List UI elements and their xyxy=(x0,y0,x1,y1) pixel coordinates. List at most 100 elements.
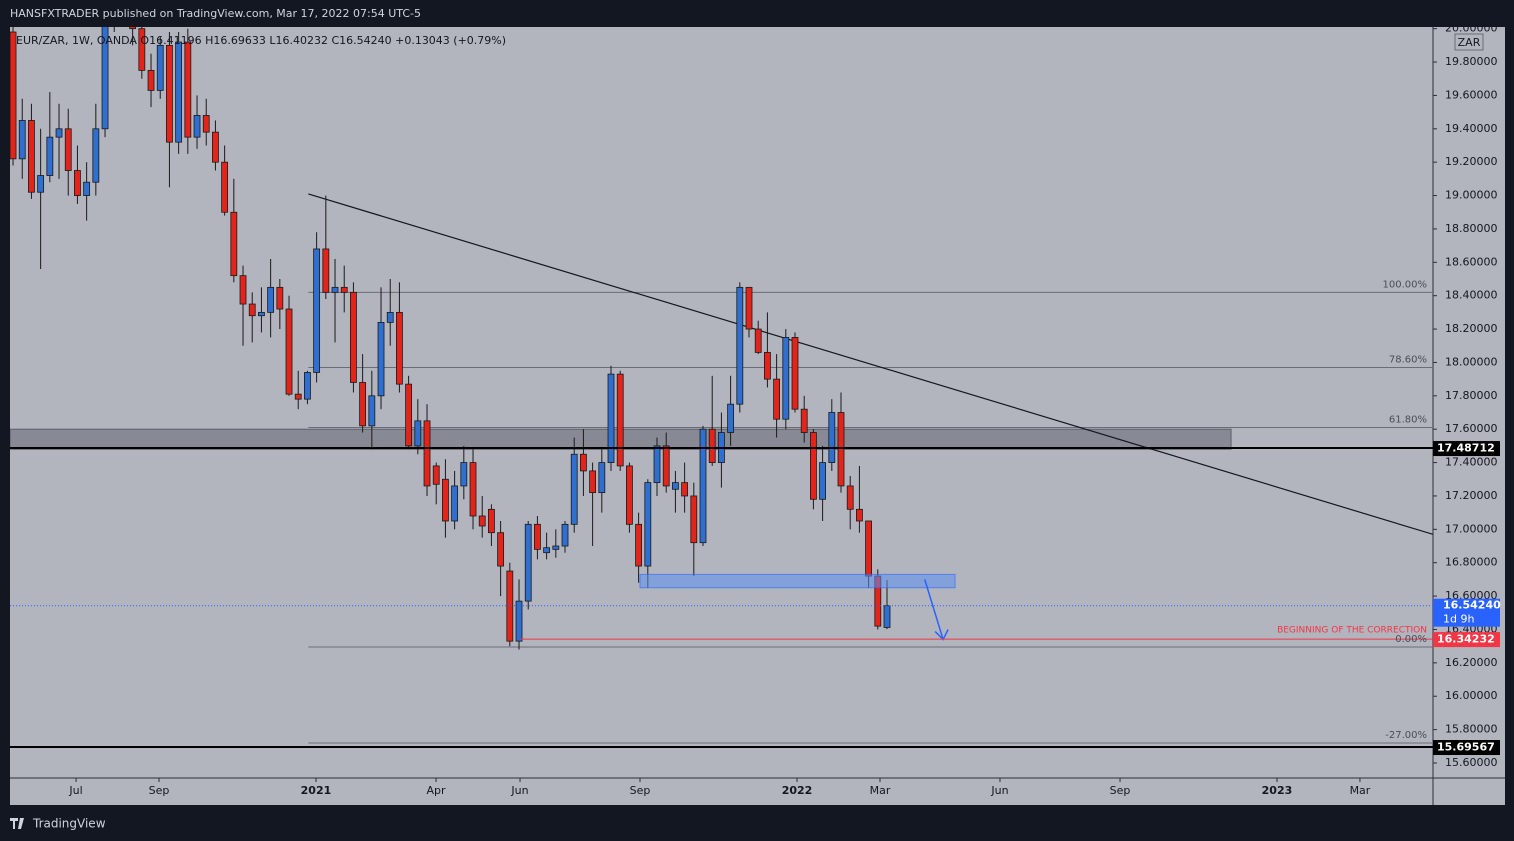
candle-body xyxy=(681,482,689,497)
x-tick-label: 2022 xyxy=(782,784,813,797)
candle-body xyxy=(202,115,210,133)
x-tick-label: Apr xyxy=(427,784,447,797)
x-tick-label: Mar xyxy=(870,784,891,797)
price-box-label: 15.69567 xyxy=(1437,741,1495,754)
candle-body xyxy=(221,161,229,213)
candle-body xyxy=(506,570,514,642)
y-tick-label: 18.20000 xyxy=(1445,322,1498,335)
candle-body xyxy=(580,453,587,472)
candle-body xyxy=(727,403,735,433)
candle-body xyxy=(662,445,670,487)
candle-body xyxy=(497,532,505,567)
last-price-label: 16.54240 xyxy=(1443,599,1501,612)
candle-body xyxy=(690,495,698,544)
candle-body xyxy=(184,41,192,138)
candle-body xyxy=(258,311,265,317)
candle-body xyxy=(653,445,661,484)
y-tick-label: 17.40000 xyxy=(1445,456,1498,469)
candle-body xyxy=(304,372,311,400)
candle-body xyxy=(819,462,827,500)
candle-body xyxy=(267,286,275,313)
candle-body xyxy=(764,352,771,380)
candle-body xyxy=(64,128,72,171)
y-tick-label: 17.60000 xyxy=(1445,422,1498,435)
y-tick-label: 19.80000 xyxy=(1445,55,1498,68)
candle-body xyxy=(83,181,91,196)
candle-body xyxy=(285,308,293,395)
candle-body xyxy=(616,373,624,467)
candle-body xyxy=(635,523,643,567)
candle-body xyxy=(432,465,440,485)
y-tick-label: 18.40000 xyxy=(1445,289,1498,302)
y-tick-label: 18.00000 xyxy=(1445,355,1498,368)
candle-body xyxy=(773,378,781,420)
y-tick-label: 15.80000 xyxy=(1445,723,1498,736)
candle-body xyxy=(644,482,652,567)
candle-body xyxy=(101,27,109,130)
candle-body xyxy=(46,136,54,176)
y-tick-label: 19.20000 xyxy=(1445,155,1498,168)
candle-body xyxy=(754,328,762,353)
y-tick-label: 17.00000 xyxy=(1445,522,1498,535)
countdown: 1d 9h xyxy=(1443,613,1474,626)
candle-body xyxy=(469,462,477,517)
x-tick-label: Jun xyxy=(990,784,1008,797)
y-tick-label: 15.60000 xyxy=(1445,756,1498,769)
candle-body xyxy=(810,432,817,500)
candle-body xyxy=(28,120,35,193)
candle-body xyxy=(239,275,247,305)
candle-body xyxy=(561,523,569,547)
candle-body xyxy=(607,373,615,463)
x-tick-label: Mar xyxy=(1350,784,1371,797)
price-box xyxy=(1433,632,1500,648)
candle-body xyxy=(524,523,532,602)
candle-body xyxy=(74,170,81,196)
candle-body xyxy=(745,286,753,330)
y-tick-label: 18.60000 xyxy=(1445,255,1498,268)
candle-body xyxy=(340,286,348,293)
candle-body xyxy=(515,600,523,642)
candle-body xyxy=(147,69,155,91)
x-tick-label: 2023 xyxy=(1262,784,1293,797)
arrow xyxy=(924,579,944,640)
x-tick-label: Sep xyxy=(1110,784,1131,797)
candle-body xyxy=(230,211,238,277)
y-tick-label: 17.80000 xyxy=(1445,389,1498,402)
price-box-label: 16.34232 xyxy=(1437,633,1495,646)
candle-body xyxy=(782,337,790,420)
candle-body xyxy=(156,44,164,91)
y-tick-label: 16.20000 xyxy=(1445,656,1498,669)
candle-body xyxy=(552,545,560,550)
currency-box xyxy=(1454,33,1484,51)
candle-body xyxy=(405,383,413,447)
y-tick-label: 19.40000 xyxy=(1445,122,1498,135)
candle-body xyxy=(736,286,744,405)
y-tick-label: 20.00000 xyxy=(1445,22,1498,35)
line-note: BEGINNING OF THE CORRECTION xyxy=(1277,626,1427,636)
y-tick-label: 19.60000 xyxy=(1445,88,1498,101)
candle-body xyxy=(837,412,845,487)
candle-body xyxy=(626,465,633,525)
plot xyxy=(10,27,1433,749)
candle-body xyxy=(37,175,45,193)
publisher: HANSFXTRADER published on TradingView.co… xyxy=(10,7,421,20)
candle-body xyxy=(166,44,173,143)
y-tick-label: 18.80000 xyxy=(1445,222,1498,235)
y-tick-label: 16.80000 xyxy=(1445,556,1498,569)
fib-label: -27.00% xyxy=(1385,730,1427,741)
candle-body xyxy=(193,115,201,138)
candle-body xyxy=(396,311,403,385)
candle-body xyxy=(386,311,394,323)
x-tick-label: Jun xyxy=(510,784,528,797)
candle-body xyxy=(322,248,330,293)
fib-label: 100.00% xyxy=(1383,279,1428,290)
trendline xyxy=(308,193,1433,535)
candle-body xyxy=(598,462,606,494)
candle-body xyxy=(451,485,459,522)
candle-body xyxy=(248,303,256,317)
candle-body xyxy=(294,393,302,400)
candle-body xyxy=(865,520,873,577)
x-tick-label: Jul xyxy=(68,784,82,797)
candle-body xyxy=(92,128,100,183)
x-tick-label: Sep xyxy=(630,784,651,797)
